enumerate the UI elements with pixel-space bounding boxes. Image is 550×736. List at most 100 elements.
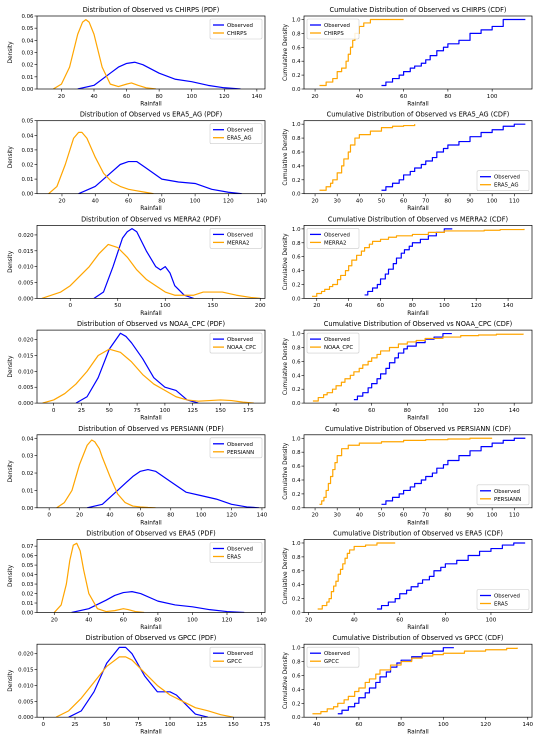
x-axis-label: Rainfall bbox=[140, 625, 162, 631]
x-tick-label: 80 bbox=[409, 303, 417, 309]
legend: Observed PERSIANN bbox=[476, 484, 530, 506]
legend: Observed GPCC bbox=[209, 646, 263, 668]
chart-title: Cumulative Distribution of Observed vs C… bbox=[330, 6, 507, 14]
legend-entry: Observed bbox=[227, 547, 253, 553]
y-axis-label: Cumulative Density bbox=[283, 547, 289, 605]
y-tick-label: 0.000 bbox=[18, 715, 34, 721]
y-tick-label: 0.03 bbox=[21, 582, 33, 588]
y-tick-label: 1.0 bbox=[292, 541, 301, 547]
x-tick-label: 60 bbox=[137, 513, 145, 519]
legend-entry: Observed bbox=[324, 23, 350, 29]
x-tick-label: 0 bbox=[42, 722, 46, 728]
y-tick-label: 0.01 bbox=[21, 75, 33, 81]
x-axis-label: Rainfall bbox=[407, 311, 429, 317]
chart-title: Distribution of Observed vs ERA5_AG (PDF… bbox=[80, 111, 222, 119]
x-tick-label: 140 bbox=[256, 199, 267, 205]
y-tick-label: 0.010 bbox=[18, 683, 34, 689]
x-tick-label: 20 bbox=[312, 199, 320, 205]
y-tick-label: 0.8 bbox=[292, 660, 301, 666]
axes-frame bbox=[303, 434, 533, 509]
legend-entry: Observed bbox=[227, 23, 253, 29]
x-tick-label: 80 bbox=[167, 513, 175, 519]
y-tick-label: 0.0 bbox=[292, 611, 301, 617]
y-tick-label: 0.00 bbox=[21, 192, 34, 198]
axes-frame bbox=[303, 329, 533, 404]
legend-entry: MERRA2 bbox=[227, 240, 249, 246]
y-tick-label: 0.000 bbox=[18, 401, 34, 407]
y-tick-label: 0.03 bbox=[21, 51, 33, 57]
x-tick-label: 0 bbox=[52, 408, 56, 414]
x-tick-label: 60 bbox=[368, 408, 376, 414]
series-line-gpcc bbox=[312, 647, 518, 715]
y-tick-label: 0.06 bbox=[21, 554, 34, 560]
y-tick-label: 0.00 bbox=[21, 611, 34, 617]
x-tick-label: 40 bbox=[356, 94, 364, 100]
x-axis-label: Rainfall bbox=[140, 206, 162, 212]
x-tick-label: 0 bbox=[47, 513, 51, 519]
y-tick-label: 0.4 bbox=[292, 583, 301, 589]
x-tick-label: 120 bbox=[219, 94, 230, 100]
x-axis-label: Rainfall bbox=[140, 102, 162, 108]
x-tick-label: 120 bbox=[471, 303, 482, 309]
y-tick-label: 0.4 bbox=[292, 164, 301, 170]
y-tick-label: 0.01 bbox=[21, 177, 33, 183]
legend: Observed ERA5_AG bbox=[476, 170, 530, 191]
y-axis-label: Density bbox=[8, 250, 14, 273]
y-tick-label: 0.2 bbox=[292, 387, 301, 393]
x-tick-label: 30 bbox=[334, 199, 342, 205]
x-tick-label: 100 bbox=[487, 513, 498, 519]
x-tick-label: 60 bbox=[120, 617, 128, 623]
y-tick-label: 0.8 bbox=[292, 136, 301, 142]
legend-entry: Observed bbox=[227, 337, 253, 343]
x-tick-label: 80 bbox=[398, 722, 406, 728]
chart-title: Distribution of Observed vs GPCC (PDF) bbox=[86, 634, 217, 642]
x-tick-label: 25 bbox=[78, 408, 86, 414]
x-axis-label: Rainfall bbox=[407, 625, 429, 631]
legend-entry: Observed bbox=[494, 489, 520, 495]
series-line-observed bbox=[376, 542, 526, 610]
x-tick-label: 125 bbox=[196, 722, 207, 728]
y-tick-label: 0.2 bbox=[292, 597, 301, 603]
chart-panel-era5-ag-cdf: Cumulative Distribution of Observed vs E… bbox=[283, 111, 533, 212]
x-tick-label: 140 bbox=[522, 722, 533, 728]
y-tick-label: 0.4 bbox=[292, 478, 301, 484]
series-line-noaa-cpc bbox=[312, 333, 524, 402]
y-axis-label: Cumulative Density bbox=[283, 338, 289, 396]
x-tick-label: 120 bbox=[473, 408, 484, 414]
y-axis-label: Cumulative Density bbox=[283, 128, 289, 186]
y-axis-label: Density bbox=[8, 41, 14, 64]
x-axis-label: Rainfall bbox=[407, 730, 429, 736]
x-tick-label: 175 bbox=[243, 408, 254, 414]
x-tick-label: 70 bbox=[422, 199, 430, 205]
x-tick-label: 110 bbox=[509, 199, 520, 205]
y-tick-label: 1.0 bbox=[292, 332, 301, 338]
x-tick-label: 100 bbox=[160, 303, 171, 309]
y-axis-label: Cumulative Density bbox=[283, 442, 289, 500]
x-tick-label: 20 bbox=[312, 513, 320, 519]
y-tick-label: 0.2 bbox=[292, 178, 301, 184]
legend-entry: Observed bbox=[324, 651, 350, 657]
x-tick-label: 100 bbox=[487, 199, 498, 205]
y-axis-label: Density bbox=[8, 146, 14, 169]
y-tick-label: 0.8 bbox=[292, 31, 301, 37]
legend-entry: Observed bbox=[227, 651, 253, 657]
y-tick-label: 0.020 bbox=[18, 338, 34, 344]
x-tick-label: 40 bbox=[351, 617, 359, 623]
x-tick-label: 80 bbox=[442, 617, 450, 623]
x-tick-label: 60 bbox=[377, 303, 385, 309]
x-tick-label: 40 bbox=[92, 199, 100, 205]
y-tick-label: 0.0 bbox=[292, 192, 301, 198]
y-tick-label: 0.6 bbox=[292, 150, 301, 156]
y-tick-label: 0.0 bbox=[292, 87, 301, 93]
legend-entry: CHIRPS bbox=[227, 31, 247, 37]
chart-panel-persiann-pdf: Distribution of Observed vs PERSIANN (PD… bbox=[8, 425, 268, 527]
y-axis-label: Cumulative Density bbox=[283, 23, 289, 81]
x-tick-label: 100 bbox=[196, 513, 207, 519]
x-tick-label: 0 bbox=[68, 303, 72, 309]
series-line-observed bbox=[78, 160, 242, 194]
x-tick-label: 90 bbox=[466, 513, 474, 519]
y-tick-label: 0.6 bbox=[292, 569, 301, 575]
chart-title: Distribution of Observed vs MERRA2 (PDF) bbox=[81, 215, 221, 223]
x-axis-label: Rainfall bbox=[140, 730, 162, 736]
x-tick-label: 80 bbox=[158, 199, 166, 205]
